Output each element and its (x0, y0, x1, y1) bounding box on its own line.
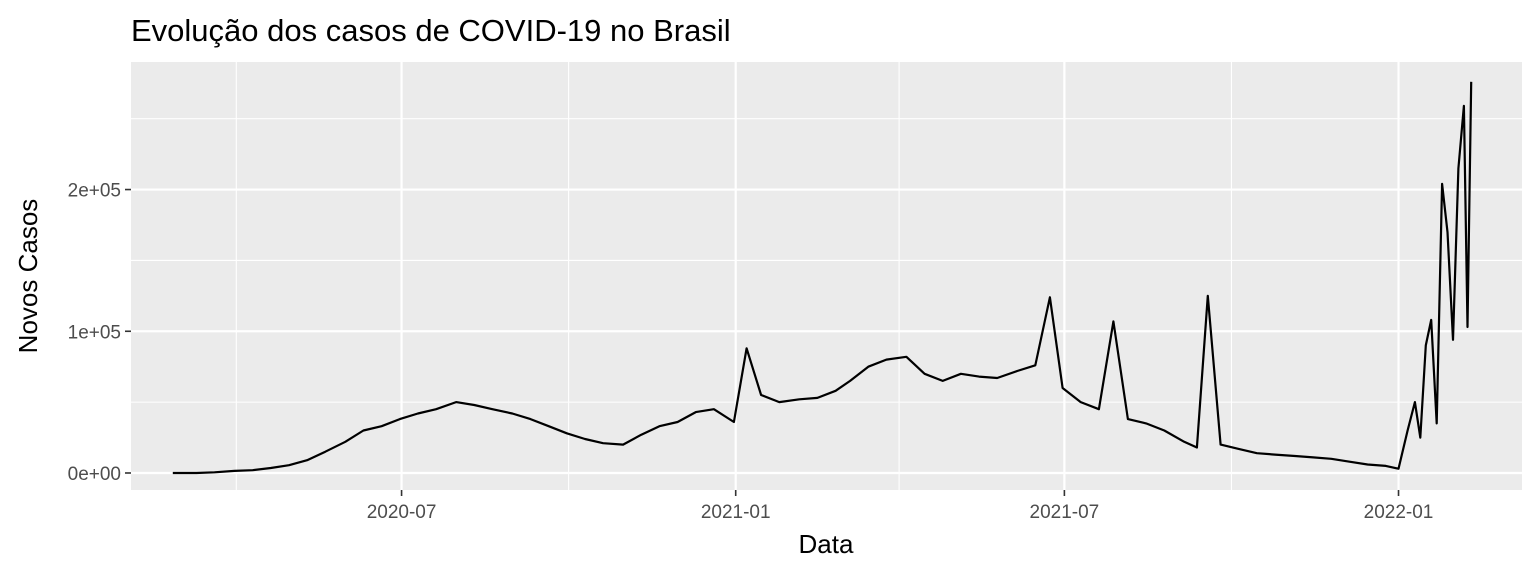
major-gridlines (131, 62, 1522, 490)
y-axis: 0e+00 1e+05 2e+05 (68, 181, 131, 485)
plot-panel (131, 62, 1522, 490)
y-tick-label: 2e+05 (68, 181, 121, 202)
y-tick-label: 0e+00 (68, 464, 121, 485)
x-tick-label: 2021-07 (1030, 502, 1100, 523)
y-tick-label: 1e+05 (68, 322, 121, 343)
y-axis-title: Novos Casos (13, 199, 43, 354)
minor-gridlines (131, 62, 1522, 490)
x-axis: 2020-07 2021-01 2021-07 2022-01 (367, 490, 1434, 523)
x-tick-label: 2021-01 (701, 502, 771, 523)
chart-title: Evolução dos casos de COVID-19 no Brasil (131, 13, 731, 48)
x-tick-label: 2022-01 (1364, 502, 1434, 523)
series-line-novos-casos (172, 81, 1473, 475)
x-tick-label: 2020-07 (367, 502, 437, 523)
x-axis-title: Data (799, 529, 854, 559)
